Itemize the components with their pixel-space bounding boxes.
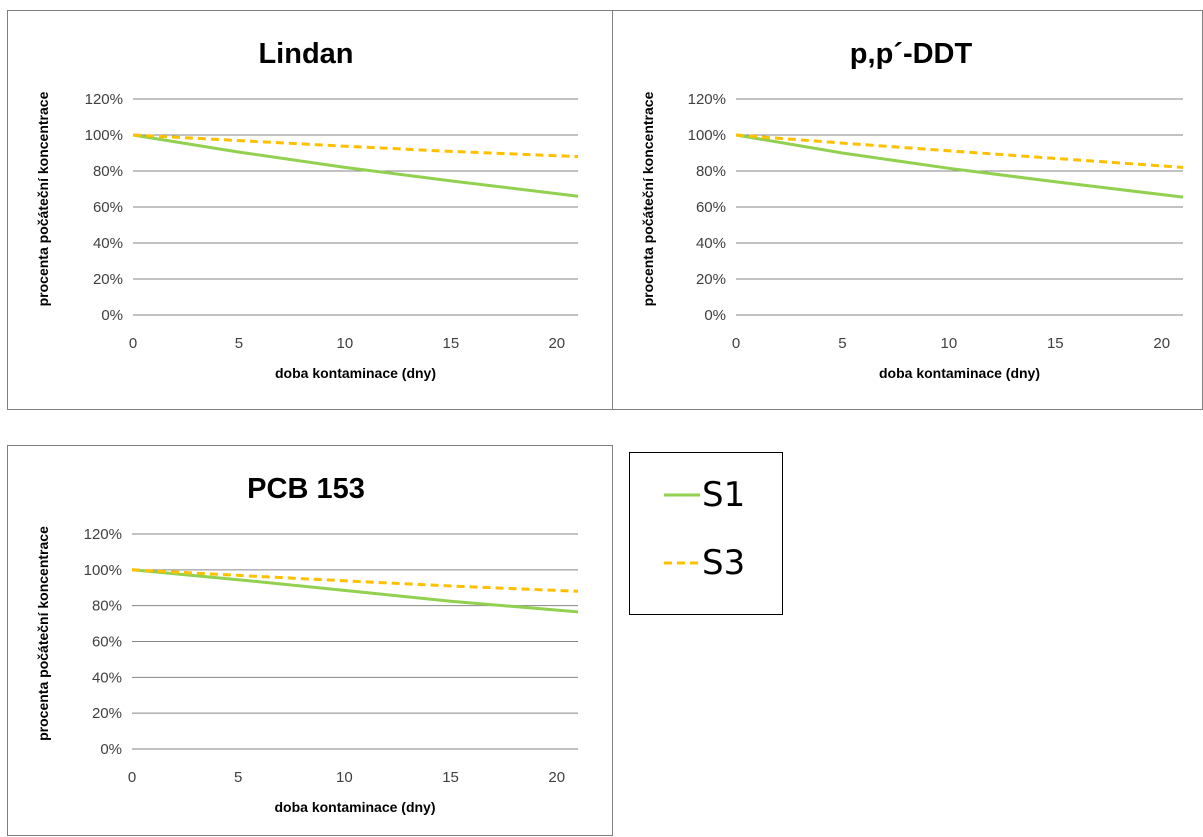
x-axis-label: doba kontaminace (dny) [274, 799, 435, 815]
chart-title: PCB 153 [247, 473, 365, 505]
y-tick-label: 20% [696, 271, 726, 288]
series-line-s3 [132, 133, 579, 159]
x-tick-label: 0 [129, 335, 137, 352]
legend-box: S1 S3 [629, 452, 783, 615]
series-line-s1 [132, 133, 579, 198]
y-tick-label: 120% [84, 526, 122, 543]
y-tick-label: 0% [704, 307, 726, 324]
chart-panel-ddt: p,p´-DDT 0% 20% 40% 60% 80% 100% 120% 0 5 10 15 20 do… [612, 10, 1203, 410]
x-tick-label: 15 [1047, 335, 1064, 352]
y-tick-label: 60% [696, 199, 726, 216]
x-tick-label: 5 [234, 769, 242, 786]
chart-svg: Lindan 0% 20% 40% 60% 80% 100% 120% 0 5 10 15 20 doba… [35, 38, 579, 381]
chart-title: Lindan [258, 38, 353, 70]
x-tick-label: 15 [443, 335, 460, 352]
y-tick-label: 0% [100, 741, 122, 758]
y-tick-label: 80% [696, 163, 726, 180]
y-tick-label: 120% [85, 91, 123, 108]
series-line-s3 [131, 568, 579, 593]
chart-panel-pcb153: PCB 153 0% 20% 40% 60% 80% 100% 120% 0 5 10 15 20 dob… [7, 445, 613, 836]
chart-panel-lindan: Lindan 0% 20% 40% 60% 80% 100% 120% 0 5 10 15 20 doba… [7, 10, 614, 410]
y-tick-label: 120% [688, 91, 726, 108]
y-axis-label: procenta počáteční koncentrace [35, 91, 51, 306]
y-axis-label: procenta počáteční koncentrace [35, 526, 51, 741]
chart-svg: PCB 153 0% 20% 40% 60% 80% 100% 120% 0 5 10 15 20 dob… [35, 473, 579, 815]
x-tick-label: 5 [838, 335, 846, 352]
x-tick-label: 5 [235, 335, 243, 352]
x-tick-label: 10 [941, 335, 958, 352]
x-tick-label: 0 [732, 335, 740, 352]
y-tick-label: 40% [92, 669, 122, 686]
series-line-s1 [131, 568, 579, 614]
y-tick-label: 60% [92, 634, 122, 651]
y-tick-label: 40% [93, 235, 123, 252]
y-tick-label: 100% [84, 562, 122, 579]
x-tick-label: 10 [337, 335, 354, 352]
chart-title: p,p´-DDT [850, 38, 973, 70]
x-tick-label: 20 [1153, 335, 1170, 352]
x-tick-label: 10 [336, 769, 353, 786]
y-tick-label: 80% [93, 163, 123, 180]
y-tick-label: 80% [92, 598, 122, 615]
x-tick-label: 20 [548, 335, 565, 352]
y-tick-label: 60% [93, 199, 123, 216]
y-tick-label: 0% [101, 307, 123, 324]
y-tick-label: 100% [688, 127, 726, 144]
y-tick-label: 20% [92, 705, 122, 722]
y-tick-label: 20% [93, 271, 123, 288]
x-axis-label: doba kontaminace (dny) [275, 365, 436, 381]
legend-swatch-s1 [664, 493, 700, 497]
chart-svg: p,p´-DDT 0% 20% 40% 60% 80% 100% 120% 0 5 10 15 20 do… [640, 38, 1184, 381]
legend-label-s1: S1 [702, 475, 746, 515]
x-tick-label: 15 [442, 769, 459, 786]
y-tick-label: 40% [696, 235, 726, 252]
y-axis-label: procenta počáteční koncentrace [640, 91, 656, 306]
series-line-s3 [735, 133, 1184, 169]
x-tick-label: 20 [548, 769, 565, 786]
legend-swatch-s3 [664, 561, 700, 565]
x-tick-label: 0 [128, 769, 136, 786]
legend-label-s3: S3 [702, 543, 746, 583]
y-tick-label: 100% [85, 127, 123, 144]
x-axis-label: doba kontaminace (dny) [879, 365, 1040, 381]
series-line-s1 [735, 133, 1184, 199]
